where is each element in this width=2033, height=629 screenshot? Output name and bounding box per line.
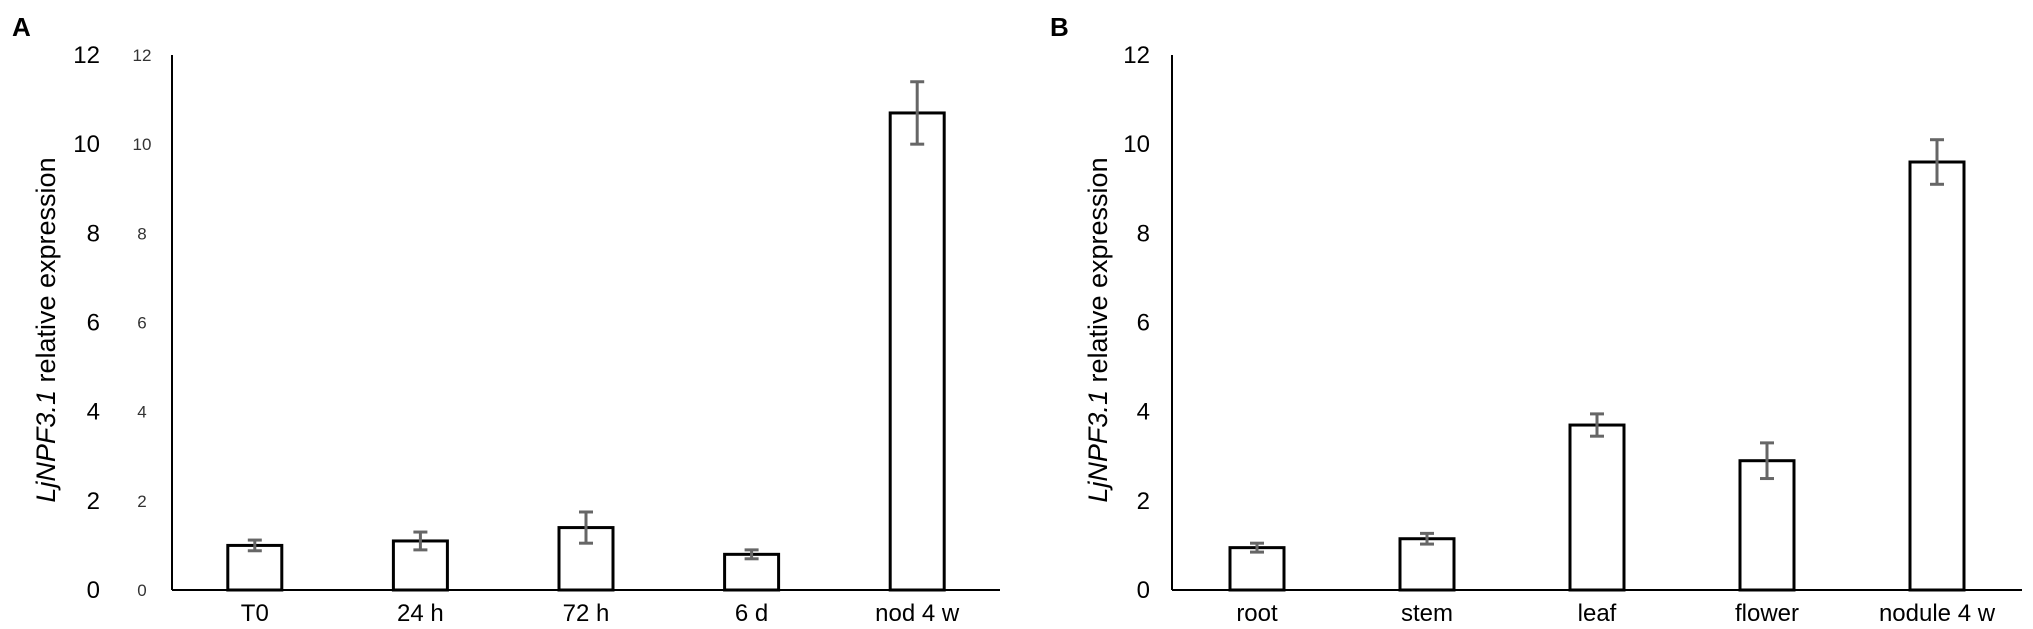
x-tick-label: nod 4 w	[875, 600, 960, 627]
panel-a: A LjNPF3.1 relative expression 0 2 4 6 8 10 12…	[12, 12, 1000, 627]
panel-label-b: B	[1050, 12, 1069, 42]
y-ticks-b: 0 2 4 6 8 10 12	[1123, 42, 1150, 604]
panel-b: B LjNPF3.1 relative expression 0 2 4 6 8 10 12…	[1050, 12, 2022, 627]
y-axis-label-b: LjNPF3.1 relative expression	[1083, 157, 1113, 502]
x-tick-label: 72 h	[563, 600, 610, 627]
y-tick-label: 12	[73, 42, 100, 69]
x-tick-label: leaf	[1578, 600, 1617, 627]
y-tick-label-inner: 4	[137, 403, 146, 422]
y-ticks-inner-a: 0 2 4 6 8 10 12	[133, 46, 152, 600]
y-tick-label: 6	[87, 310, 100, 337]
y-tick-label: 2	[87, 488, 100, 515]
x-labels-a: T0 24 h 72 h 6 d nod 4 w	[241, 600, 960, 627]
y-tick-label-inner: 10	[133, 135, 152, 154]
y-tick-label: 0	[1137, 577, 1150, 604]
y-tick-label: 2	[1137, 488, 1150, 515]
y-tick-label-inner: 12	[133, 46, 152, 65]
y-tick-label: 10	[1123, 131, 1150, 158]
y-tick-label: 12	[1123, 42, 1150, 69]
y-tick-label: 8	[87, 220, 100, 247]
panel-label-a: A	[12, 12, 31, 42]
y-tick-label: 10	[73, 131, 100, 158]
x-labels-b: root stem leaf flower nodule 4 w	[1236, 600, 1995, 627]
bars-a	[226, 80, 946, 592]
bar	[888, 111, 946, 592]
bar	[1908, 160, 1966, 592]
bar	[391, 539, 449, 592]
x-tick-label: flower	[1735, 600, 1799, 627]
y-ticks-a: 0 2 4 6 8 10 12	[73, 42, 100, 604]
x-tick-label: 6 d	[735, 600, 768, 627]
bar	[226, 543, 284, 592]
y-tick-label: 6	[1137, 310, 1150, 337]
x-tick-label: nodule 4 w	[1879, 600, 1996, 627]
x-tick-label: root	[1236, 600, 1278, 627]
bars-b	[1228, 138, 1966, 592]
x-tick-label: 24 h	[397, 600, 444, 627]
bar	[1228, 546, 1286, 592]
y-tick-label-inner: 8	[137, 224, 146, 243]
x-tick-label: T0	[241, 600, 269, 627]
bar	[1738, 459, 1796, 592]
y-tick-label: 8	[1137, 220, 1150, 247]
y-axis-label-b-text: relative expression	[1083, 157, 1113, 390]
y-tick-label-inner: 0	[137, 581, 146, 600]
y-axis-label-a: LjNPF3.1 relative expression	[31, 157, 61, 502]
bar	[1398, 537, 1456, 592]
bar	[1568, 423, 1626, 592]
x-tick-label: stem	[1401, 600, 1453, 627]
y-axis-label-a-text: relative expression	[31, 157, 61, 390]
y-axis-label-a-gene: LjNPF3.1	[31, 390, 61, 503]
y-tick-label: 4	[87, 399, 100, 426]
y-tick-label: 4	[1137, 399, 1150, 426]
y-axis-label-b-gene: LjNPF3.1	[1083, 390, 1113, 503]
y-tick-label-inner: 2	[137, 492, 146, 511]
y-tick-label-inner: 6	[137, 314, 146, 333]
y-tick-label: 0	[87, 577, 100, 604]
